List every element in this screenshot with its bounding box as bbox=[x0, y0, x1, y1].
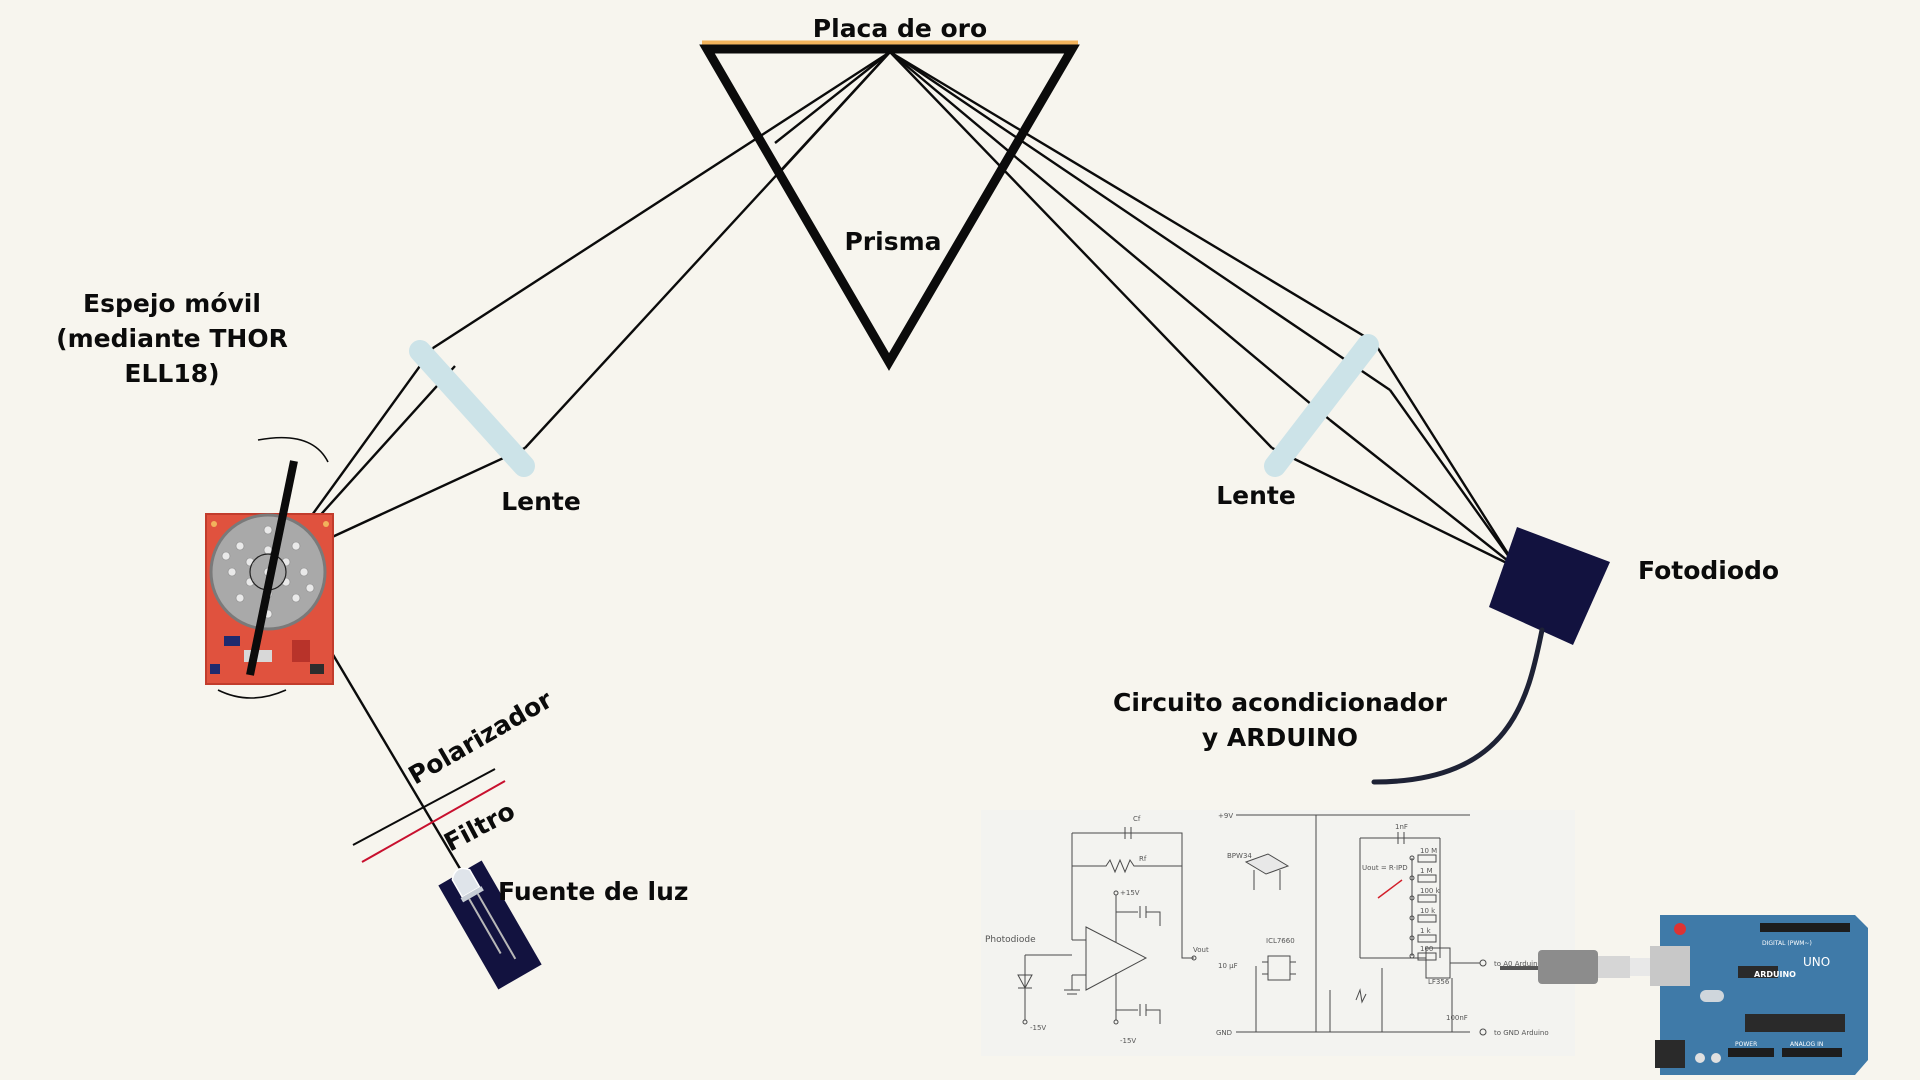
mirror-label-line3: ELL18) bbox=[124, 359, 219, 388]
filter-label: Filtro bbox=[439, 796, 519, 857]
right-lens bbox=[1264, 334, 1379, 477]
sch-lf356: LF356 bbox=[1428, 978, 1450, 986]
sch-r1k: 1 k bbox=[1420, 927, 1432, 935]
mirror-label-line2: (mediante THOR bbox=[56, 324, 288, 353]
arduino-analog-label: ANALOG IN bbox=[1790, 1041, 1823, 1048]
circuit-label-line2: y ARDUINO bbox=[1202, 723, 1358, 752]
arduino-model: UNO bbox=[1803, 955, 1830, 969]
sch-r10m: 10 M bbox=[1420, 847, 1437, 855]
sch-c100nf: 100nF bbox=[1446, 1014, 1468, 1022]
left-lens-label: Lente bbox=[501, 487, 581, 516]
signal-cable bbox=[1371, 627, 1545, 785]
sch-to-gnd: to GND Arduino bbox=[1494, 1029, 1549, 1037]
sch-uout: Uout = R·IPD bbox=[1362, 864, 1408, 872]
usb-cable bbox=[1500, 950, 1652, 984]
polarizer-line bbox=[352, 768, 496, 846]
polarizer-label: Polarizador bbox=[404, 684, 558, 790]
photodiode-label: Fotodiodo bbox=[1638, 556, 1779, 585]
arduino-brand: ARDUINO bbox=[1754, 970, 1796, 979]
light-source-label: Fuente de luz bbox=[498, 877, 688, 906]
light-rays bbox=[276, 50, 1519, 873]
light-source bbox=[438, 860, 542, 990]
sch-photodiode: Photodiode bbox=[985, 935, 1036, 945]
sch-vout: Vout bbox=[1193, 946, 1209, 954]
sch-plus15: +15V bbox=[1120, 889, 1140, 897]
sch-rf: Rf bbox=[1139, 855, 1147, 863]
prism bbox=[699, 44, 1080, 371]
arduino-board bbox=[1650, 915, 1868, 1075]
filter-line bbox=[361, 780, 506, 863]
selector-switch bbox=[1377, 879, 1403, 899]
sch-cf: Cf bbox=[1133, 815, 1141, 823]
conditioning-circuit-schematic: Photodiode Cf Rf +15V -15V -15V Vout +9V… bbox=[981, 810, 1575, 1056]
sch-minus15a: -15V bbox=[1030, 1024, 1046, 1032]
sch-gnd: GND bbox=[1216, 1029, 1232, 1037]
rotation-arc-top-icon bbox=[257, 436, 329, 463]
arduino-digital-label: DIGITAL (PWM~) bbox=[1762, 940, 1812, 947]
sch-c1nf: 1nF bbox=[1395, 823, 1408, 831]
right-lens-label: Lente bbox=[1216, 481, 1296, 510]
left-lens bbox=[409, 340, 535, 477]
gold-plate-label: Placa de oro bbox=[813, 14, 987, 43]
sch-minus15b: -15V bbox=[1120, 1037, 1136, 1045]
arduino-power-label: POWER bbox=[1735, 1041, 1757, 1048]
sch-r1m: 1 M bbox=[1420, 867, 1433, 875]
sch-bpw34: BPW34 bbox=[1227, 852, 1252, 860]
sch-r10k: 10 k bbox=[1420, 907, 1436, 915]
circuit-label-line1: Circuito acondicionador bbox=[1113, 688, 1448, 717]
sch-r100k: 100 k bbox=[1420, 887, 1441, 895]
prism-label: Prisma bbox=[844, 227, 941, 256]
mirror-label-line1: Espejo móvil bbox=[83, 289, 261, 318]
sch-to-a0: to A0 Arduino bbox=[1494, 960, 1542, 968]
sch-r100: 100 bbox=[1420, 945, 1433, 953]
sch-plus9: +9V bbox=[1218, 812, 1233, 820]
rotation-arc-bottom-icon bbox=[217, 689, 287, 699]
sch-c10uf: 10 µF bbox=[1218, 962, 1238, 970]
photodiode-sensor bbox=[1489, 527, 1610, 645]
moving-mirror bbox=[246, 460, 298, 676]
sch-icl7660: ICL7660 bbox=[1266, 937, 1295, 945]
